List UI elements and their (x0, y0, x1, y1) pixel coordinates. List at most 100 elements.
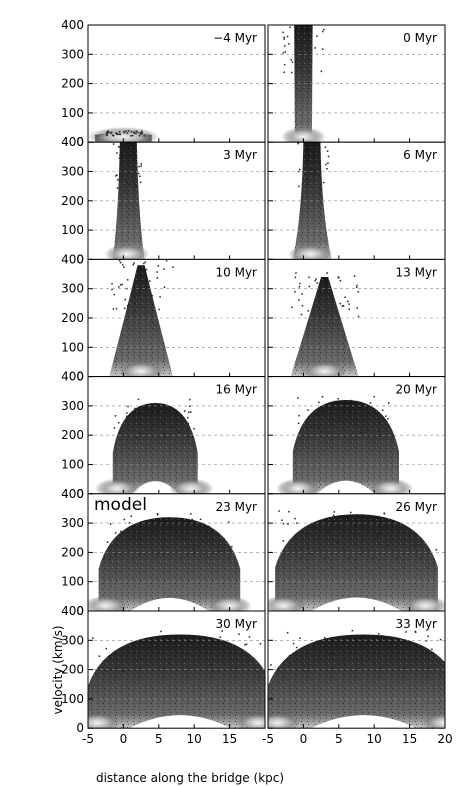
speckle-dot (174, 643, 177, 645)
emission-gap (316, 480, 376, 494)
speckle-dot (337, 407, 340, 409)
speckle-dot (160, 630, 162, 633)
speckle-dot (301, 304, 304, 307)
speckle-dot (124, 668, 127, 670)
speckle-dot (218, 670, 220, 673)
speckle-dot (373, 395, 375, 398)
x-tick-label: 5 (155, 732, 163, 746)
panel-time-label: −4 Myr (213, 31, 257, 45)
panel-time-label: 6 Myr (403, 148, 437, 162)
panel-time-label: 30 Myr (216, 617, 258, 631)
speckle-dot (117, 422, 120, 424)
speckle-dot (339, 302, 342, 305)
speckle-dot (318, 537, 320, 540)
emission-texture (98, 517, 241, 611)
speckle-dot (323, 284, 325, 287)
speckle-dot (308, 663, 311, 665)
speckle-dot (172, 266, 174, 268)
speckle-dot (168, 411, 170, 413)
speckle-dot (115, 132, 117, 134)
emission-gap (130, 597, 209, 611)
speckle-dot (201, 540, 204, 543)
speckle-dot (118, 259, 121, 262)
speckle-dot (308, 285, 311, 288)
speckle-dot (304, 145, 307, 148)
speckle-dot (427, 635, 429, 638)
speckle-dot (282, 540, 285, 542)
speckle-dot (298, 185, 300, 188)
speckle-dot (189, 667, 192, 669)
speckle-dot (374, 661, 376, 664)
speckle-dot (337, 398, 339, 400)
speckle-dot (119, 261, 122, 264)
x-axis-title: distance along the bridge (kpc) (96, 771, 284, 785)
speckle-dot (185, 429, 187, 432)
speckle-dot (449, 645, 451, 647)
speckle-dot (163, 286, 166, 288)
y-tick-label: 400 (61, 135, 84, 149)
speckle-dot (129, 172, 132, 174)
speckle-dot (220, 550, 223, 552)
y-axis-title: velocity (km/s) (51, 625, 65, 714)
speckle-dot (201, 552, 204, 555)
speckle-dot (135, 132, 137, 135)
speckle-dot (193, 552, 195, 554)
speckle-dot (342, 305, 345, 307)
speckle-dot (309, 552, 312, 555)
panel-1: 0 100 200 300 400 −4 Myr (61, 18, 266, 149)
speckle-dot (360, 431, 362, 434)
speckle-dot (377, 661, 380, 664)
speckle-dot (381, 409, 384, 412)
speckle-dot (121, 670, 124, 672)
speckle-dot (193, 544, 195, 547)
speckle-dot (310, 167, 313, 169)
speckle-dot (418, 544, 421, 546)
speckle-dot (315, 278, 317, 280)
speckle-dot (357, 315, 360, 318)
speckle-dot (149, 658, 151, 661)
speckle-dot (132, 180, 134, 183)
speckle-dot (314, 174, 317, 177)
speckle-dot (318, 299, 320, 302)
speckle-dot (288, 43, 290, 45)
speckle-dot (105, 647, 108, 650)
speckle-dot (153, 530, 155, 533)
speckle-dot (407, 531, 409, 533)
speckle-dot (127, 405, 129, 408)
speckle-dot (339, 417, 341, 419)
speckle-dot (106, 541, 109, 543)
speckle-dot (183, 547, 186, 549)
speckle-dot (333, 511, 336, 513)
speckle-dot (331, 423, 334, 426)
speckle-dot (117, 179, 119, 181)
speckle-dot (114, 532, 117, 534)
speckle-dot (312, 158, 314, 161)
speckle-dot (156, 513, 159, 515)
speckle-dot (190, 513, 192, 515)
speckle-dot (112, 308, 115, 310)
speckle-dot (162, 531, 165, 533)
speckle-dot (316, 282, 319, 284)
speckle-dot (295, 646, 298, 649)
speckle-dot (314, 47, 316, 49)
panel-9: 0 100 200 300 400 23 Myr model (61, 487, 266, 618)
speckle-dot (124, 178, 127, 181)
speckle-dot (377, 633, 380, 635)
y-tick-label: 400 (61, 252, 84, 266)
speckle-dot (126, 415, 128, 418)
speckle-dot (315, 171, 317, 174)
speckle-dot (379, 527, 382, 529)
speckle-dot (283, 36, 285, 39)
bright-emission-1 (88, 595, 128, 611)
panel-emission (88, 630, 265, 729)
speckle-dot (307, 409, 309, 411)
speckle-dot (138, 134, 141, 137)
speckle-dot (170, 657, 173, 660)
speckle-dot (376, 534, 378, 536)
x-tick-label: -5 (262, 732, 274, 746)
speckle-dot (303, 160, 305, 163)
speckle-dot (288, 23, 290, 25)
speckle-dot (106, 134, 108, 137)
speckle-dot (123, 131, 126, 134)
speckle-dot (286, 35, 289, 38)
